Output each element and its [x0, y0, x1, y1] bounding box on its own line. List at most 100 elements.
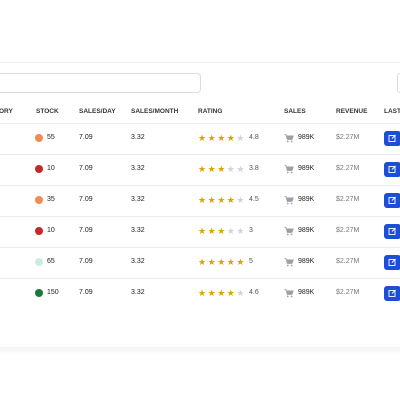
rating-star: ★	[236, 132, 245, 143]
stock: 10	[47, 165, 55, 172]
cart-icon	[284, 257, 294, 267]
rating-value: 4.5	[249, 196, 259, 203]
rating-star: ★	[226, 256, 235, 267]
column-header: REVENUE	[336, 108, 368, 115]
rating-star: ★	[198, 163, 207, 174]
rating-star: ★	[217, 225, 226, 236]
sales-month: 3.32	[131, 258, 145, 265]
rating-star: ★	[226, 132, 235, 143]
column-header: SALES/DAY	[79, 108, 116, 115]
stock-dot	[35, 227, 43, 235]
rating-star: ★	[207, 132, 216, 143]
edit-button[interactable]	[384, 162, 400, 177]
rating-star: ★	[198, 287, 207, 298]
rating-value: 4.6	[249, 289, 259, 296]
row-separator	[0, 278, 400, 279]
rating-star: ★	[207, 163, 216, 174]
sales: 989K	[298, 196, 315, 203]
edit-button[interactable]	[384, 193, 400, 208]
stock-dot	[35, 165, 43, 173]
cart-icon	[284, 164, 294, 174]
stock-dot	[35, 134, 43, 142]
rating-star: ★	[226, 163, 235, 174]
edit-button[interactable]	[384, 255, 400, 270]
rating-value: 5	[249, 258, 253, 265]
row-separator	[0, 154, 400, 155]
edit-button[interactable]	[384, 224, 400, 239]
sales: 989K	[298, 134, 315, 141]
rating-star: ★	[236, 287, 245, 298]
rating-star: ★	[226, 287, 235, 298]
stock-dot	[35, 196, 43, 204]
search-input[interactable]	[0, 73, 201, 93]
header-separator	[0, 123, 400, 124]
stock: 10	[47, 227, 55, 234]
cart-icon	[284, 133, 294, 143]
revenue: $2.27M	[336, 165, 360, 172]
rating-star: ★	[236, 256, 245, 267]
row-separator	[0, 247, 400, 248]
row-separator	[0, 185, 400, 186]
toolbar-button[interactable]	[397, 73, 400, 93]
revenue: $2.27M	[336, 196, 360, 203]
column-header: RATING	[198, 108, 223, 115]
sales-month: 3.32	[131, 196, 145, 203]
sales-day: 7.09	[79, 134, 93, 141]
sales-day: 7.09	[79, 227, 93, 234]
column-header: ORY	[0, 108, 13, 115]
column-header: STOCK	[36, 108, 59, 115]
revenue: $2.27M	[336, 289, 360, 296]
sales-day: 7.09	[79, 289, 93, 296]
stock: 35	[47, 196, 55, 203]
column-header: SALES/MONTH	[131, 108, 179, 115]
rating-star: ★	[207, 194, 216, 205]
sales-day: 7.09	[79, 165, 93, 172]
rating-star: ★	[226, 225, 235, 236]
rating-star: ★	[217, 287, 226, 298]
stock: 150	[47, 289, 59, 296]
row-separator	[0, 216, 400, 217]
rating-star: ★	[236, 163, 245, 174]
rating-star: ★	[217, 194, 226, 205]
rating-value: 3.8	[249, 165, 259, 172]
sales: 989K	[298, 165, 315, 172]
rating-star: ★	[236, 225, 245, 236]
sales-month: 3.32	[131, 165, 145, 172]
cart-icon	[284, 288, 294, 298]
sales-day: 7.09	[79, 258, 93, 265]
rating-star: ★	[236, 194, 245, 205]
edit-button[interactable]	[384, 131, 400, 146]
rating-star: ★	[198, 256, 207, 267]
sales-month: 3.32	[131, 134, 145, 141]
rating-value: 3	[249, 227, 253, 234]
sales-month: 3.32	[131, 227, 145, 234]
revenue: $2.27M	[336, 258, 360, 265]
sales-month: 3.32	[131, 289, 145, 296]
cart-icon	[284, 195, 294, 205]
sales: 989K	[298, 289, 315, 296]
sales-day: 7.09	[79, 196, 93, 203]
rating-value: 4.8	[249, 134, 259, 141]
rating-star: ★	[207, 287, 216, 298]
stock: 65	[47, 258, 55, 265]
stock: 55	[47, 134, 55, 141]
column-header: LAST U	[384, 108, 400, 115]
table-card	[0, 62, 400, 347]
revenue: $2.27M	[336, 227, 360, 234]
rating-star: ★	[217, 256, 226, 267]
rating-star: ★	[198, 132, 207, 143]
sales: 989K	[298, 258, 315, 265]
column-header: SALES	[284, 108, 306, 115]
stock-dot	[35, 289, 43, 297]
rating-star: ★	[217, 163, 226, 174]
stock-dot	[35, 258, 43, 266]
edit-button[interactable]	[384, 286, 400, 301]
sales: 989K	[298, 227, 315, 234]
rating-star: ★	[207, 256, 216, 267]
rating-star: ★	[226, 194, 235, 205]
rating-star: ★	[207, 225, 216, 236]
rating-star: ★	[217, 132, 226, 143]
cart-icon	[284, 226, 294, 236]
revenue: $2.27M	[336, 134, 360, 141]
